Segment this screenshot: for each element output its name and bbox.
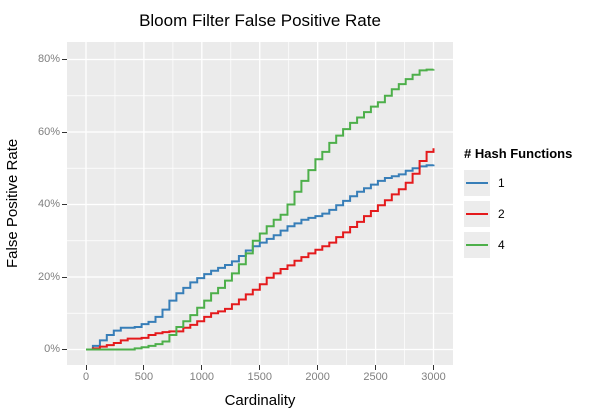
y-tick-label: 20% bbox=[37, 270, 60, 283]
x-tick-label: 500 bbox=[134, 371, 154, 383]
series-line-1 bbox=[86, 164, 435, 351]
legend-key-line-icon bbox=[466, 182, 488, 184]
x-tick-mark bbox=[85, 365, 87, 370]
y-tick-label: 80% bbox=[37, 53, 60, 65]
legend-key-swatch bbox=[464, 170, 490, 196]
x-tick-mark bbox=[375, 365, 377, 370]
y-tick-mark bbox=[62, 204, 67, 205]
series-line-4 bbox=[86, 68, 435, 351]
legend-title: # Hash Functions bbox=[464, 146, 573, 161]
legend-item-label: 4 bbox=[498, 238, 505, 252]
x-axis-label: Cardinality bbox=[224, 392, 296, 409]
legend-items: 1 2 4 bbox=[464, 170, 572, 258]
y-tick-mark bbox=[62, 276, 67, 278]
legend-item-label: 1 bbox=[498, 176, 505, 190]
y-tick-label: 60% bbox=[37, 125, 60, 138]
legend-key-swatch bbox=[464, 201, 490, 227]
y-tick-mark bbox=[62, 131, 67, 133]
y-tick-label: 0% bbox=[44, 343, 60, 355]
chart-title: Bloom Filter False Positive Rate bbox=[139, 11, 381, 30]
x-tick-mark bbox=[317, 365, 319, 370]
plot-panel bbox=[67, 42, 453, 365]
y-tick-label: 40% bbox=[37, 198, 60, 210]
legend-key-line-icon bbox=[466, 244, 488, 246]
x-tick-label: 0 bbox=[82, 371, 90, 383]
x-tick-label: 2000 bbox=[305, 371, 330, 383]
x-tick-label: 2500 bbox=[363, 371, 388, 383]
x-tick-mark bbox=[259, 365, 261, 370]
legend-item-2: 2 bbox=[464, 201, 572, 227]
y-tick-mark bbox=[62, 349, 67, 350]
x-tick-mark bbox=[143, 365, 145, 370]
x-tick-mark bbox=[201, 365, 203, 370]
x-tick-label: 3000 bbox=[421, 371, 446, 383]
legend-key-swatch bbox=[464, 232, 490, 258]
legend-key-line-icon bbox=[466, 213, 488, 215]
legend-item-label: 2 bbox=[498, 207, 505, 221]
y-tick-mark bbox=[62, 59, 67, 60]
plot-area-svg bbox=[67, 42, 453, 365]
legend: # Hash Functions 1 2 4 bbox=[464, 146, 572, 263]
x-tick-mark bbox=[433, 365, 434, 370]
x-tick-label: 1000 bbox=[189, 371, 215, 383]
x-tick-label: 1500 bbox=[247, 371, 272, 383]
legend-item-1: 1 bbox=[464, 170, 572, 196]
legend-item-4: 4 bbox=[464, 232, 572, 258]
series-line-2 bbox=[86, 148, 435, 351]
